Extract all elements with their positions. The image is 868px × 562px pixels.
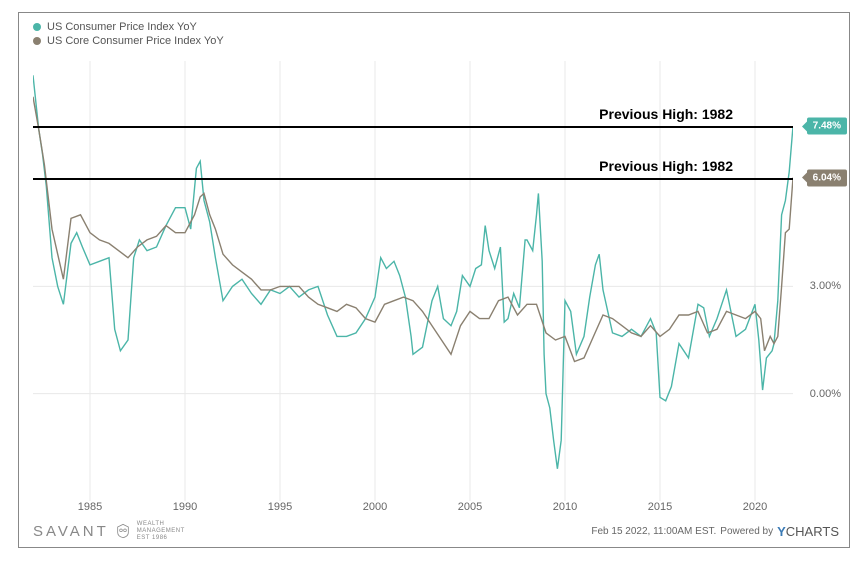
reference-line	[33, 178, 793, 180]
x-tick-label: 2010	[553, 501, 577, 513]
plot-area: Previous High: 1982Previous High: 19827.…	[33, 61, 793, 501]
savant-logo: SAVANT WEALTH MANAGEMENT EST 1986	[33, 521, 185, 542]
y-axis: 0.00% 3.00%	[795, 61, 841, 501]
chart-footer: SAVANT WEALTH MANAGEMENT EST 1986 Feb 15…	[33, 521, 839, 541]
chart-container: US Consumer Price Index YoY US Core Cons…	[18, 12, 850, 548]
x-tick-label: 1995	[268, 501, 292, 513]
annotation-label: Previous High: 1982	[599, 106, 733, 122]
legend-dot-core	[33, 37, 41, 45]
legend-item-core: US Core Consumer Price Index YoY	[33, 35, 224, 47]
legend-item-cpi: US Consumer Price Index YoY	[33, 21, 224, 33]
y-tick-label: 3.00%	[795, 280, 841, 292]
legend-label-core: US Core Consumer Price Index YoY	[47, 35, 224, 47]
x-tick-label: 2015	[648, 501, 672, 513]
timestamp: Feb 15 2022, 11:00AM EST.	[591, 526, 716, 537]
legend-label-cpi: US Consumer Price Index YoY	[47, 21, 197, 33]
x-tick-label: 2000	[363, 501, 387, 513]
annotation-label: Previous High: 1982	[599, 158, 733, 174]
owl-icon	[115, 523, 131, 539]
powered-by-label: Powered by	[720, 526, 773, 537]
savant-wordmark: SAVANT	[33, 523, 109, 540]
legend: US Consumer Price Index YoY US Core Cons…	[33, 21, 224, 49]
x-tick-label: 2005	[458, 501, 482, 513]
y-tick-label: 0.00%	[795, 388, 841, 400]
reference-line	[33, 126, 793, 128]
x-tick-label: 1990	[173, 501, 197, 513]
x-tick-label: 2020	[743, 501, 767, 513]
savant-subbrand: WEALTH MANAGEMENT EST 1986	[137, 521, 185, 542]
footer-right: Feb 15 2022, 11:00AM EST. Powered by YCH…	[591, 524, 839, 539]
legend-dot-cpi	[33, 23, 41, 31]
ycharts-logo: YCHARTS	[777, 524, 839, 539]
x-tick-label: 1985	[78, 501, 102, 513]
x-axis: 1985 1990 1995 2000 2005 2010 2015 2020	[33, 501, 793, 517]
